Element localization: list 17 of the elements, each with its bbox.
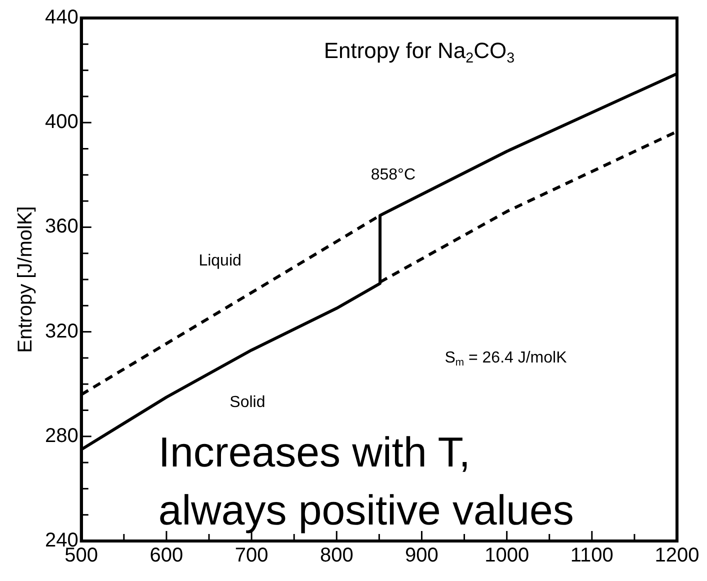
y-axis-title: Entropy [J/molK]	[14, 206, 37, 353]
x-tick-label: 900	[405, 544, 438, 567]
annotation: Liquid	[198, 252, 242, 270]
x-tick-label: 1100	[570, 544, 614, 567]
y-tick-label: 360	[44, 216, 78, 238]
y-tick-label: 440	[44, 6, 78, 29]
annotation: Solid	[230, 394, 266, 411]
x-tick-label: 1200	[654, 544, 700, 567]
annotation: 858°C	[370, 166, 416, 184]
y-tick-label: 280	[44, 424, 78, 447]
annotation: Increases with T, always positive values	[158, 428, 574, 534]
x-tick-label: 700	[234, 544, 268, 567]
x-tick-label: 800	[320, 544, 354, 567]
y-tick-label: 320	[44, 320, 78, 342]
x-tick-label: 1000	[484, 544, 530, 567]
x-tick-label: 600	[150, 544, 184, 567]
y-tick-label: 400	[44, 111, 78, 134]
